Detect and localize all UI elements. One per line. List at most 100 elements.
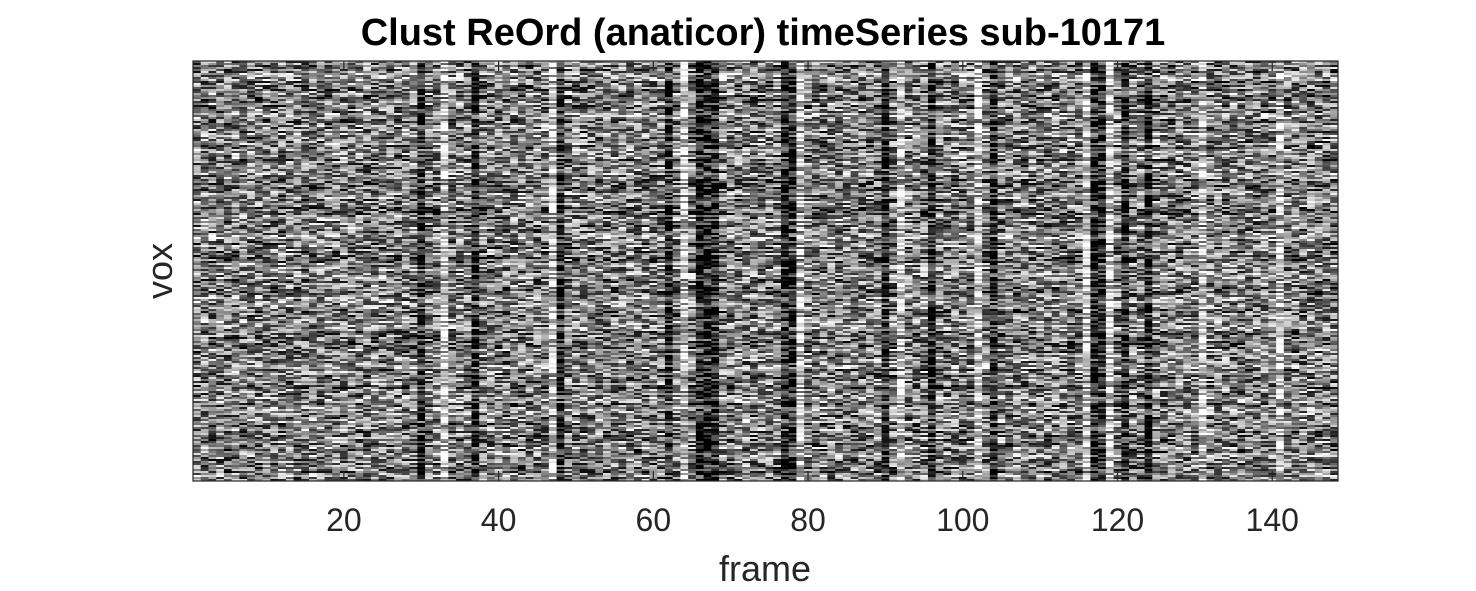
heatmap-cell <box>216 303 224 305</box>
heatmap-cell <box>193 409 201 411</box>
heatmap-cell <box>201 401 209 403</box>
heatmap-cell <box>193 361 201 363</box>
heatmap-cell <box>193 105 201 107</box>
heatmap-cell <box>201 321 209 323</box>
heatmap-cell <box>224 255 232 257</box>
heatmap-cell <box>232 471 240 473</box>
heatmap-cell <box>239 119 247 121</box>
heatmap-cell <box>208 389 216 391</box>
heatmap-cell <box>201 261 209 263</box>
heatmap-cell <box>224 127 232 129</box>
heatmap-cell <box>216 229 224 231</box>
heatmap-cell <box>224 167 232 169</box>
heatmap-cell <box>193 343 201 345</box>
heatmap-cell <box>216 281 224 283</box>
heatmap-cell <box>208 345 216 347</box>
heatmap-cell <box>232 335 240 337</box>
heatmap-cell <box>216 433 224 435</box>
heatmap-cell <box>216 191 224 193</box>
heatmap-cell <box>232 239 240 241</box>
heatmap-cell <box>201 383 209 385</box>
heatmap-cell <box>239 229 247 231</box>
heatmap-cell <box>193 433 201 435</box>
heatmap-cell <box>193 473 201 475</box>
heatmap-cell <box>224 471 232 473</box>
heatmap-cell <box>193 73 201 75</box>
heatmap-cell <box>224 319 232 321</box>
heatmap-cell <box>224 449 232 451</box>
heatmap-cell <box>216 269 224 271</box>
heatmap-cell <box>193 205 201 207</box>
heatmap-cell <box>208 133 216 135</box>
heatmap-cell <box>193 181 201 183</box>
heatmap-cell <box>232 309 240 311</box>
heatmap-cell <box>216 283 224 285</box>
heatmap-cell <box>201 169 209 171</box>
heatmap-cell <box>216 323 224 325</box>
heatmap-cell <box>216 461 224 463</box>
heatmap-cell <box>193 125 201 127</box>
heatmap-cell <box>232 271 240 273</box>
heatmap-cell <box>216 337 224 339</box>
heatmap-cell <box>232 277 240 279</box>
heatmap-cell <box>232 215 240 217</box>
heatmap-cell <box>216 475 224 477</box>
heatmap-cell <box>201 387 209 389</box>
heatmap-cell <box>224 289 232 291</box>
heatmap-cell <box>208 279 216 281</box>
heatmap-cell <box>216 367 224 369</box>
heatmap-cell <box>208 325 216 327</box>
heatmap-cell <box>224 211 232 213</box>
heatmap-cell <box>201 247 209 249</box>
heatmap-cell <box>224 273 232 275</box>
heatmap-cell <box>201 103 209 105</box>
heatmap-cell <box>224 349 232 351</box>
heatmap-cell <box>232 107 240 109</box>
heatmap-cell <box>193 265 201 267</box>
heatmap-cell <box>232 187 240 189</box>
heatmap-cell <box>239 161 247 163</box>
heatmap-cell <box>224 455 232 457</box>
heatmap-cell <box>201 307 209 309</box>
heatmap-cell <box>216 259 224 261</box>
heatmap-cell <box>208 277 216 279</box>
heatmap-cell <box>216 473 224 475</box>
heatmap-cell <box>193 385 201 387</box>
heatmap-cell <box>216 115 224 117</box>
heatmap-cell <box>208 157 216 159</box>
heatmap-cell <box>232 259 240 261</box>
heatmap-cell <box>232 83 240 85</box>
heatmap-cell <box>216 431 224 433</box>
heatmap-cell <box>208 275 216 277</box>
heatmap-cell <box>232 175 240 177</box>
heatmap-cell <box>193 475 201 477</box>
heatmap-cell <box>239 129 247 131</box>
heatmap-cell <box>232 139 240 141</box>
heatmap-cell <box>201 415 209 417</box>
heatmap-cell <box>232 173 240 175</box>
heatmap-cell <box>201 473 209 475</box>
heatmap-cell <box>201 85 209 87</box>
heatmap-cell <box>216 291 224 293</box>
heatmap-cell <box>224 249 232 251</box>
heatmap-cell <box>232 459 240 461</box>
heatmap-cell <box>193 357 201 359</box>
heatmap-cell <box>201 127 209 129</box>
heatmap-cell <box>201 71 209 73</box>
heatmap-cell <box>216 403 224 405</box>
heatmap-cell <box>232 77 240 79</box>
heatmap-cell <box>232 199 240 201</box>
heatmap-cell <box>201 391 209 393</box>
heatmap-cell <box>224 377 232 379</box>
heatmap-cell <box>216 421 224 423</box>
heatmap-cell <box>216 101 224 103</box>
heatmap-cell <box>193 461 201 463</box>
heatmap-cell <box>232 241 240 243</box>
heatmap-cell <box>239 95 247 97</box>
heatmap-cell <box>201 227 209 229</box>
heatmap-cell <box>193 137 201 139</box>
heatmap-cell <box>208 89 216 91</box>
heatmap-cell <box>193 129 201 131</box>
heatmap-cell <box>208 445 216 447</box>
heatmap-cell <box>193 337 201 339</box>
